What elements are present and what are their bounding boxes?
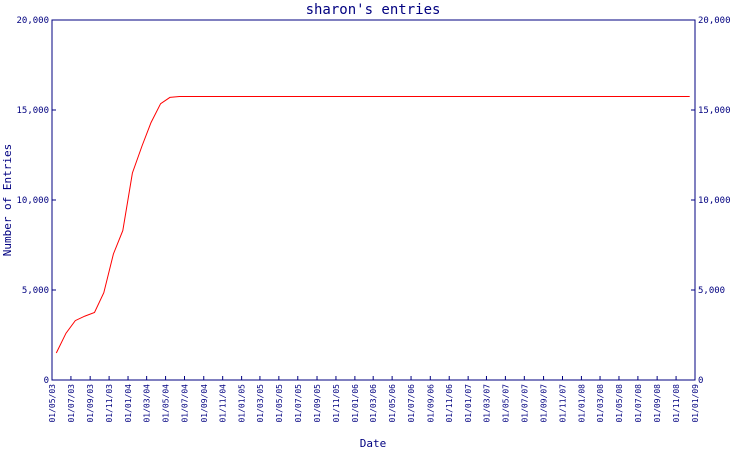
x-tick-label: 01/01/08 [577, 384, 586, 423]
x-axis: 01/05/03 01/07/03 01/09/03 01/11/03 01/01/04… [48, 376, 700, 423]
x-tick-label: 01/01/05 [238, 384, 247, 423]
x-tick-label: 01/09/03 [86, 384, 95, 423]
x-tick-label: 01/03/05 [256, 384, 265, 423]
x-tick-label: 01/01/04 [124, 384, 133, 423]
x-tick-label: 01/07/07 [520, 384, 529, 423]
y-tick-label-left: 10,000 [16, 196, 49, 206]
x-tick-label: 01/01/07 [464, 384, 473, 423]
y-tick-label-left: 20,000 [16, 16, 49, 26]
chart-title: sharon's entries [306, 2, 441, 18]
x-tick-label: 01/11/08 [672, 384, 681, 423]
y-tick-label-right: 20,000 [698, 16, 731, 26]
y-tick-label-right: 10,000 [698, 196, 731, 206]
x-tick-label: 01/07/08 [634, 384, 643, 423]
x-tick-label: 01/05/07 [501, 384, 510, 423]
y-axis-left: 0 5,000 10,000 15,000 20,000 [16, 16, 56, 386]
x-tick-label: 01/03/06 [369, 384, 378, 423]
series-line [55, 96, 690, 354]
x-tick-label: 01/05/05 [275, 384, 284, 423]
x-tick-label: 01/09/07 [540, 384, 549, 423]
x-tick-label: 01/11/03 [105, 384, 114, 423]
x-tick-label: 01/11/05 [332, 384, 341, 423]
x-axis-label: Date [360, 437, 387, 450]
x-tick-label: 01/07/05 [294, 384, 303, 423]
y-tick-label-left: 0 [44, 376, 49, 386]
x-tick-label: 01/03/04 [143, 384, 152, 423]
x-tick-label: 01/01/09 [691, 384, 700, 423]
x-tick-label: 01/03/08 [596, 384, 605, 423]
x-tick-label: 01/11/04 [219, 384, 228, 423]
x-tick-label: 01/09/06 [426, 384, 435, 423]
x-tick-label: 01/07/04 [181, 384, 190, 423]
y-tick-label-right: 0 [698, 376, 703, 386]
x-tick-label: 01/11/06 [445, 384, 454, 423]
x-tick-label: 01/05/06 [388, 384, 397, 423]
x-tick-label: 01/07/03 [67, 384, 76, 423]
x-tick-label: 01/03/07 [482, 384, 491, 423]
y-tick-label-right: 15,000 [698, 106, 731, 116]
y-tick-label-left: 15,000 [16, 106, 49, 116]
x-tick-label: 01/05/04 [162, 384, 171, 423]
x-tick-label: 01/05/03 [48, 384, 57, 423]
x-tick-label: 01/09/08 [653, 384, 662, 423]
series-layer [55, 96, 690, 354]
x-tick-label: 01/11/07 [558, 384, 567, 423]
x-tick-label: 01/07/06 [407, 384, 416, 423]
plot-frame [51, 19, 696, 381]
x-tick-label: 01/09/05 [313, 384, 322, 423]
y-axis-label: Number of Entries [1, 144, 14, 257]
x-tick-label: 01/05/08 [615, 384, 624, 423]
x-tick-label: 01/01/06 [351, 384, 360, 423]
y-tick-label-right: 5,000 [698, 286, 725, 296]
y-axis-right: 0 5,000 10,000 15,000 20,000 [691, 16, 731, 386]
x-tick-label: 01/09/04 [200, 384, 209, 423]
y-tick-label-left: 5,000 [22, 286, 49, 296]
